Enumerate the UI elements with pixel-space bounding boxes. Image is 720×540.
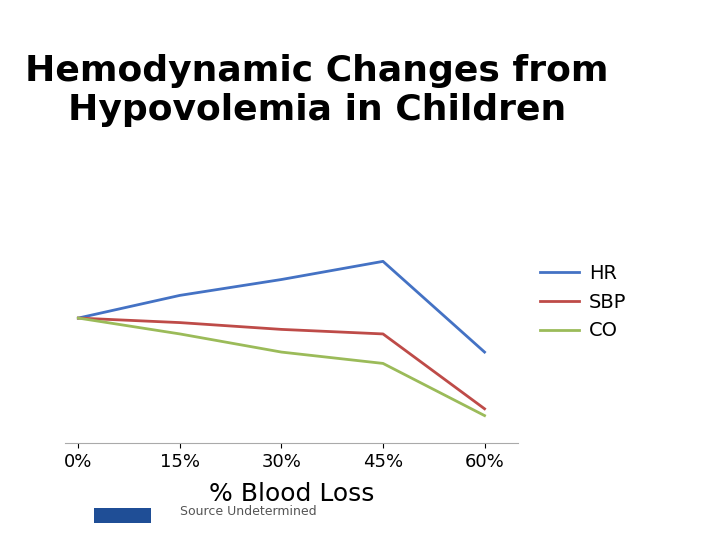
- SBP: [176, 319, 184, 326]
- HR: [379, 258, 387, 265]
- CO: [74, 315, 83, 321]
- Text: Hemodynamic Changes from
Hypovolemia in Children: Hemodynamic Changes from Hypovolemia in …: [25, 54, 608, 127]
- Line: HR: HR: [78, 261, 485, 352]
- SBP: [480, 406, 489, 412]
- HR: [176, 292, 184, 299]
- SBP: [379, 330, 387, 337]
- Text: Source Undetermined: Source Undetermined: [180, 505, 317, 518]
- HR: [277, 276, 286, 283]
- Line: CO: CO: [78, 318, 485, 416]
- SBP: [74, 315, 83, 321]
- CO: [176, 330, 184, 337]
- X-axis label: % Blood Loss: % Blood Loss: [209, 482, 374, 505]
- HR: [480, 349, 489, 355]
- CO: [379, 360, 387, 367]
- CO: [480, 413, 489, 419]
- HR: [74, 315, 83, 321]
- SBP: [277, 326, 286, 333]
- Legend: HR, SBP, CO: HR, SBP, CO: [533, 256, 634, 348]
- Line: SBP: SBP: [78, 318, 485, 409]
- CO: [277, 349, 286, 355]
